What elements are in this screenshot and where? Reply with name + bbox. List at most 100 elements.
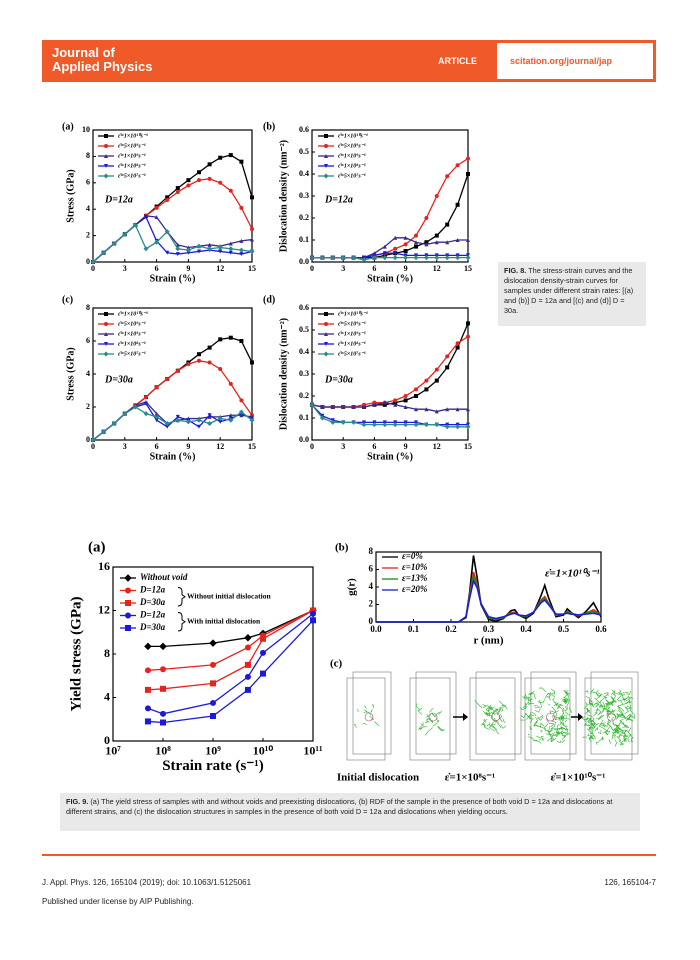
marker: [238, 247, 244, 253]
marker: [260, 670, 266, 677]
legend-label: ε̇=5×10⁹s⁻¹: [338, 142, 366, 149]
dislocation-lines: [519, 687, 573, 744]
y-tick-label: 0: [86, 435, 90, 444]
marker: [217, 244, 223, 250]
marker: [414, 407, 418, 412]
marker: [434, 233, 439, 238]
y-tick-label: 0.5: [299, 325, 309, 334]
legend-label: ε̇=5×10⁹s⁻¹: [338, 320, 366, 327]
marker: [324, 342, 328, 346]
legend-label: ε=10%: [402, 562, 428, 572]
marker: [122, 411, 128, 417]
dislocation-lines: [474, 699, 508, 735]
x-tick-label: 9: [186, 442, 190, 451]
marker: [414, 233, 418, 238]
sim-box: [409, 677, 451, 761]
series-line: [92, 223, 253, 263]
x-tick-label: 0: [310, 264, 314, 273]
dislocation-lines: [580, 688, 636, 747]
legend-label: ε̇=1×10⁹s⁻¹: [118, 152, 146, 159]
marker: [403, 422, 409, 428]
marker: [466, 238, 470, 242]
marker: [414, 244, 418, 249]
legend-label: ε̇=1×10⁸s⁻¹: [338, 340, 366, 347]
marker: [244, 673, 251, 680]
y-axis-label: Yield stress (GPa): [68, 597, 84, 712]
marker: [185, 247, 191, 253]
marker: [424, 378, 429, 383]
x-tick-label: 3: [123, 442, 127, 451]
marker: [164, 229, 170, 235]
marker: [165, 424, 170, 429]
marker: [197, 170, 201, 175]
x-axis-label: r (nm): [473, 635, 503, 647]
panel-label: (c): [330, 658, 343, 670]
marker: [186, 245, 191, 250]
marker: [218, 155, 223, 160]
brace: [177, 612, 186, 632]
marker: [445, 222, 450, 227]
y-tick-label: 0: [86, 257, 90, 266]
marker: [455, 255, 461, 261]
marker: [175, 246, 181, 252]
marker: [466, 407, 470, 412]
marker: [403, 405, 408, 409]
marker: [159, 642, 167, 651]
marker: [160, 685, 166, 692]
marker: [122, 231, 128, 237]
legend-label: ε̇=1×10¹⁰s⁻¹: [118, 310, 148, 317]
annotation: D=12a: [104, 194, 133, 205]
marker: [154, 411, 159, 416]
marker: [424, 216, 429, 220]
y-tick-label: 8: [104, 646, 110, 660]
marker: [465, 255, 471, 261]
y-tick-label: 0.3: [299, 191, 309, 200]
y-tick-label: 0.1: [299, 413, 309, 422]
legend-label: ε̇=5×10⁹s⁻¹: [118, 320, 146, 327]
snapshot-label: ε̇=1×10⁸s⁻¹: [445, 772, 495, 784]
series-line: [92, 215, 253, 263]
x-tick-label: 15: [248, 442, 256, 451]
journal-name: Journal of Applied Physics: [52, 45, 153, 74]
fig9-caption: FIG. 9. (a) The yield stress of samples …: [60, 793, 640, 831]
marker: [445, 365, 450, 370]
y-axis-label: Stress (GPa): [65, 347, 76, 400]
legend-label: D=30a: [139, 622, 166, 632]
marker: [207, 246, 213, 252]
legend-label: ε̇=1×10⁸s⁻¹: [338, 162, 366, 169]
marker: [310, 607, 316, 614]
marker: [434, 422, 440, 428]
marker: [239, 398, 244, 403]
x-tick-label: 0.4: [520, 624, 532, 634]
y-tick-label: 0.2: [299, 391, 309, 400]
marker: [186, 250, 191, 255]
series-line: [92, 406, 253, 441]
marker: [218, 337, 223, 342]
legend-label: ε=13%: [402, 573, 428, 583]
marker: [324, 154, 328, 158]
void: [607, 712, 616, 722]
marker: [154, 414, 160, 420]
marker: [125, 600, 131, 606]
marker: [186, 178, 191, 183]
marker: [207, 162, 212, 167]
marker: [196, 243, 202, 249]
marker: [143, 411, 149, 417]
marker: [207, 176, 212, 181]
legend-label: D=12a: [139, 610, 166, 620]
marker: [319, 415, 325, 421]
marker: [382, 251, 387, 256]
y-tick-label: 0.2: [299, 213, 309, 222]
marker: [382, 422, 388, 428]
y-tick-label: 8: [369, 546, 374, 556]
article-type: ARTICLE: [438, 56, 477, 66]
legend-label: ε̇=1×10⁹s⁻¹: [338, 152, 366, 159]
marker: [455, 202, 460, 207]
marker: [455, 341, 460, 346]
marker: [393, 235, 398, 240]
y-tick-label: 8: [86, 151, 90, 160]
x-tick-label: 10⁹: [205, 744, 221, 758]
marker: [125, 625, 131, 631]
marker: [393, 400, 398, 405]
marker: [434, 240, 439, 245]
